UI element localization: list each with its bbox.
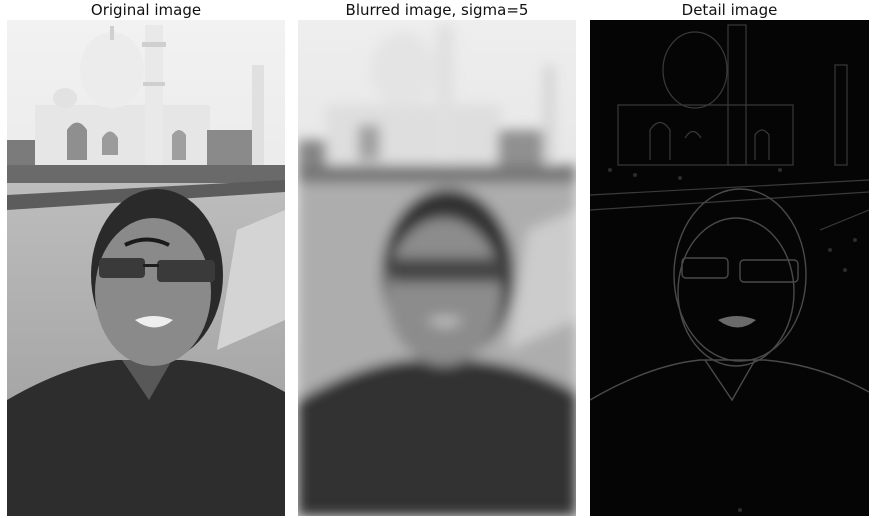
panel-title-blurred: Blurred image, sigma=5: [345, 1, 529, 19]
detail-image: [590, 20, 869, 516]
panel-title-original: Original image: [90, 1, 202, 19]
panel-title-detail: Detail image: [681, 1, 778, 19]
blurred-image: [298, 20, 576, 516]
original-image: [7, 20, 285, 516]
